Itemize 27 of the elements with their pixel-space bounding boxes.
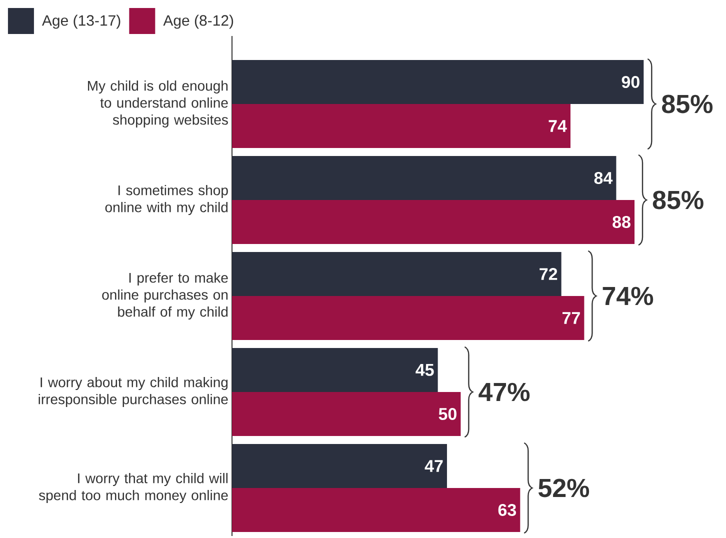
y-tick-label: I prefer to make online purchases on behalf of my child: [102, 272, 228, 320]
annotation: 52%: [538, 478, 590, 498]
y-tick-label: I worry about my child making irresponsible purchases online: [38, 376, 228, 408]
bar: [232, 200, 635, 244]
data-label: 47: [424, 460, 443, 472]
data-label: 45: [416, 364, 434, 376]
bar: [232, 104, 570, 148]
data-label: 50: [438, 408, 456, 420]
bar: [232, 488, 520, 532]
data-label: 77: [562, 312, 580, 324]
bar: [232, 392, 461, 436]
data-label: 63: [498, 504, 516, 516]
data-label: 84: [594, 172, 613, 184]
annotation: 47%: [478, 382, 530, 402]
bar: [232, 296, 584, 340]
y-tick-label: My child is old enough to understand online shopping websites: [88, 80, 228, 128]
annotation: 74%: [602, 286, 654, 306]
text: 85%: [662, 94, 713, 114]
data-label: 72: [540, 268, 558, 280]
text: 85%: [652, 190, 704, 210]
data-label: 74: [548, 120, 567, 132]
y-tick-label: I worry that my child will spend too much money online: [38, 472, 228, 504]
data-label: 90: [622, 76, 640, 88]
legend-label: Age (8-12): [163, 14, 234, 29]
legend-label: Age (13-17): [42, 14, 120, 29]
data-label: 88: [612, 216, 630, 228]
y-tick-label: I sometimes shop online with my child: [105, 184, 228, 216]
